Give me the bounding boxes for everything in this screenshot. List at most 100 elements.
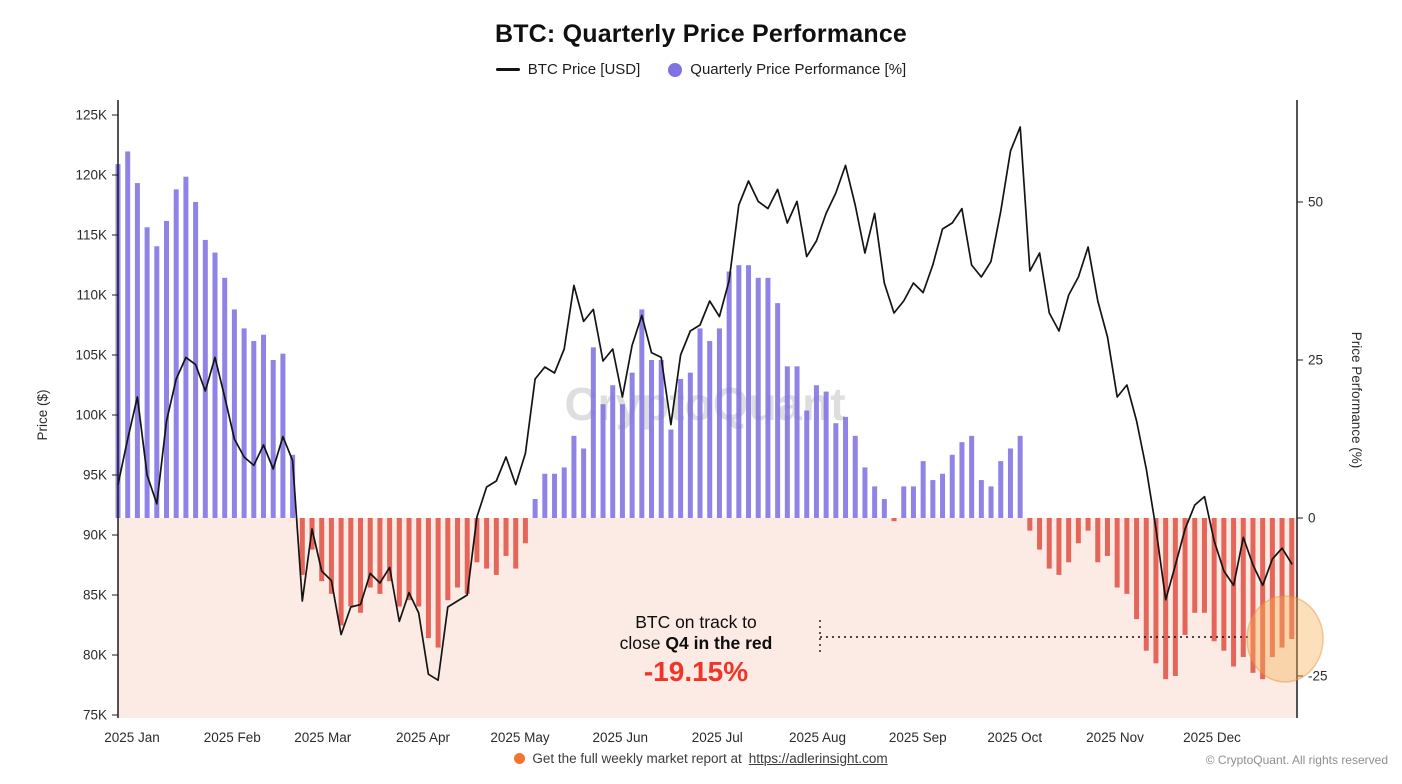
perf-bar bbox=[833, 423, 839, 518]
performance-bars bbox=[115, 151, 1295, 680]
legend-label-performance: Quarterly Price Performance [%] bbox=[690, 61, 907, 78]
right-axis-tick-label: 25 bbox=[1308, 353, 1323, 368]
annotation-value: -19.15% bbox=[643, 656, 749, 687]
perf-bar bbox=[144, 227, 150, 518]
orange-dot-icon bbox=[514, 753, 526, 764]
perf-bar bbox=[1075, 518, 1081, 544]
x-axis-tick-label: 2025 Jun bbox=[592, 730, 648, 745]
perf-bar bbox=[173, 189, 179, 519]
perf-bar bbox=[532, 499, 538, 518]
perf-bar bbox=[668, 429, 674, 518]
perf-bar bbox=[1269, 518, 1275, 658]
perf-bar bbox=[387, 518, 393, 582]
perf-bar bbox=[949, 454, 955, 518]
dot-swatch-icon bbox=[668, 62, 683, 77]
perf-bar bbox=[1260, 518, 1266, 680]
perf-bar bbox=[998, 461, 1004, 518]
left-axis-tick-label: 110K bbox=[76, 288, 107, 303]
perf-bar bbox=[910, 486, 916, 518]
perf-bar bbox=[1231, 518, 1237, 667]
line-swatch-icon bbox=[495, 68, 520, 71]
below-zero-region bbox=[118, 518, 1297, 718]
footer-link[interactable]: https://adlerinsight.com bbox=[748, 751, 888, 766]
perf-bar bbox=[852, 435, 858, 518]
highlight-circle bbox=[1246, 595, 1324, 683]
perf-bar bbox=[406, 518, 412, 601]
perf-bar bbox=[716, 328, 722, 518]
perf-bar bbox=[1017, 435, 1023, 518]
perf-bar bbox=[561, 467, 567, 518]
perf-bar bbox=[445, 518, 451, 601]
perf-bar bbox=[862, 467, 868, 518]
perf-bar bbox=[687, 372, 693, 518]
perf-bar bbox=[755, 277, 761, 518]
right-axis-tick-label: 50 bbox=[1308, 195, 1323, 210]
perf-bar bbox=[503, 518, 509, 556]
chart-legend: BTC Price [USD] Quarterly Price Performa… bbox=[0, 61, 1402, 78]
perf-bar bbox=[891, 518, 897, 522]
perf-bar bbox=[1192, 518, 1198, 613]
perf-bar bbox=[319, 518, 325, 582]
perf-bar bbox=[765, 277, 771, 518]
perf-bar bbox=[639, 309, 645, 518]
perf-bar bbox=[872, 486, 878, 518]
perf-bar bbox=[338, 518, 344, 626]
perf-bar bbox=[843, 416, 849, 518]
annotation-bold-text: Q4 in the red bbox=[665, 633, 773, 653]
perf-bar bbox=[619, 404, 625, 518]
left-axis-tick-label: 80K bbox=[83, 648, 107, 663]
x-axis-tick-label: 2025 Jan bbox=[104, 730, 160, 745]
perf-bar bbox=[290, 454, 296, 518]
perf-bar bbox=[678, 378, 684, 518]
footer-text: Get the full weekly market report at bbox=[532, 751, 742, 766]
perf-bar bbox=[775, 303, 781, 518]
perf-bar bbox=[522, 518, 528, 544]
left-axis-tick-label: 105K bbox=[75, 348, 107, 363]
legend-label-btc-price: BTC Price [USD] bbox=[527, 61, 641, 78]
copyright-text: © CryptoQuant. All rights reserved bbox=[1205, 753, 1388, 767]
perf-bar bbox=[736, 265, 742, 518]
perf-bar bbox=[202, 239, 208, 519]
perf-bar bbox=[493, 518, 499, 575]
perf-bar bbox=[1124, 518, 1130, 594]
x-axis-tick-label: 2025 Dec bbox=[1183, 730, 1241, 745]
left-axis-tick-label: 85K bbox=[83, 588, 107, 603]
x-axis-tick-label: 2025 May bbox=[490, 730, 550, 745]
left-axis-tick-label: 100K bbox=[75, 408, 107, 423]
perf-bar bbox=[1182, 518, 1188, 635]
perf-bar bbox=[251, 341, 257, 518]
perf-bar bbox=[542, 473, 548, 518]
perf-bar bbox=[1027, 518, 1033, 531]
perf-bar bbox=[125, 151, 131, 518]
perf-bar bbox=[959, 442, 965, 518]
perf-bar bbox=[697, 328, 703, 518]
perf-bar bbox=[164, 220, 170, 518]
perf-bar bbox=[270, 360, 276, 518]
perf-bar bbox=[746, 265, 752, 518]
perf-bar bbox=[881, 499, 887, 518]
right-axis-tick-label: -25 bbox=[1308, 669, 1328, 684]
perf-bar bbox=[1046, 518, 1052, 569]
perf-bar bbox=[1114, 518, 1120, 588]
perf-bar bbox=[231, 309, 237, 518]
perf-bar bbox=[154, 246, 160, 519]
page-title: BTC: Quarterly Price Performance bbox=[494, 20, 908, 48]
perf-bar bbox=[416, 518, 422, 607]
perf-bar bbox=[261, 334, 267, 518]
perf-bar bbox=[513, 518, 519, 569]
perf-bar bbox=[930, 480, 936, 518]
watermark-text: CryptoQuant bbox=[564, 378, 845, 430]
perf-bar bbox=[629, 372, 635, 518]
x-axis-tick-label: 2025 Sep bbox=[889, 730, 947, 745]
perf-bar bbox=[1250, 518, 1256, 673]
perf-bar bbox=[813, 385, 819, 518]
perf-bar bbox=[940, 473, 946, 518]
legend-item-performance: Quarterly Price Performance [%] bbox=[668, 61, 906, 78]
perf-bar bbox=[348, 518, 354, 607]
x-axis-tick-label: 2025 Oct bbox=[987, 730, 1042, 745]
perf-bar bbox=[1289, 518, 1295, 640]
perf-bar bbox=[455, 518, 461, 588]
perf-bar bbox=[328, 518, 334, 594]
left-axis-title: Price ($) bbox=[35, 389, 50, 440]
right-axis-title: Price Performance (%) bbox=[1349, 332, 1364, 469]
